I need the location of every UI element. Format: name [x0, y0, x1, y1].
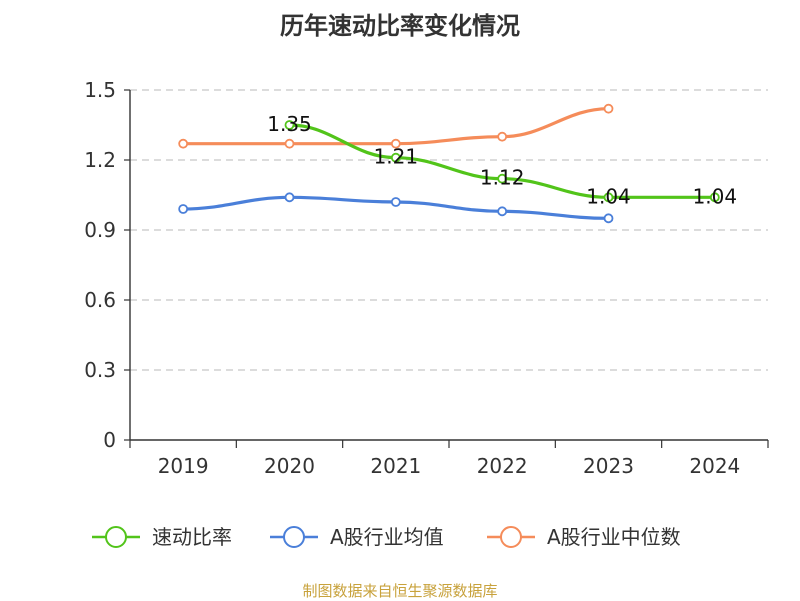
legend-marker [283, 526, 305, 548]
y-tick-label: 0.9 [84, 218, 116, 242]
gridlines [130, 89, 768, 371]
x-tick-label: 2022 [477, 454, 528, 478]
data-point [178, 204, 189, 214]
x-tick-label: 2019 [158, 454, 209, 478]
data-point [603, 213, 614, 224]
data-point [284, 192, 295, 203]
data-point [178, 138, 189, 149]
data-point [603, 103, 614, 114]
x-tick-label: 2021 [370, 454, 421, 478]
data-label: 1.12 [480, 166, 525, 190]
y-tick-label: 1.2 [84, 148, 116, 172]
data-label: 1.35 [267, 112, 312, 136]
data-point [390, 138, 401, 149]
x-tick-label: 2020 [264, 454, 315, 478]
data-point [497, 173, 508, 184]
y-tick-label: 0 [103, 428, 116, 452]
legend-label: A股行业中位数 [547, 525, 681, 549]
series-lines [178, 103, 720, 224]
legend-marker [500, 526, 522, 548]
axes: 0 0.3 0.6 0.9 1.2 1.5 2019 2020 2021 2022 2023 2024 [84, 78, 769, 478]
legend-label: A股行业均值 [330, 525, 444, 549]
data-point [497, 206, 508, 217]
data-label: 1.04 [693, 184, 738, 208]
data-point [709, 192, 720, 203]
x-tick-label: 2023 [583, 454, 634, 478]
y-tick-label: 1.5 [84, 78, 116, 102]
y-tick-label: 0.3 [84, 358, 116, 382]
y-tick-label: 0.6 [84, 288, 116, 312]
chart-title: 历年速动比率变化情况 [280, 12, 520, 40]
series-line [183, 107, 609, 146]
data-point [603, 192, 614, 203]
data-label: 1.21 [374, 145, 419, 169]
legend: 速动比率 A股行业均值 A股行业中位数 [92, 525, 681, 549]
data-point [284, 120, 295, 130]
legend-marker [105, 526, 127, 548]
data-point [284, 138, 295, 149]
data-point [390, 152, 401, 163]
data-point [390, 197, 401, 207]
legend-label: 速动比率 [152, 525, 232, 549]
data-label: 1.04 [586, 184, 631, 208]
data-labels: 1.35 1.21 1.12 1.04 1.04 [267, 112, 737, 208]
x-tick-label: 2024 [689, 454, 740, 478]
source-note: 制图数据来自恒生聚源数据库 [302, 582, 498, 600]
data-point [497, 131, 508, 142]
